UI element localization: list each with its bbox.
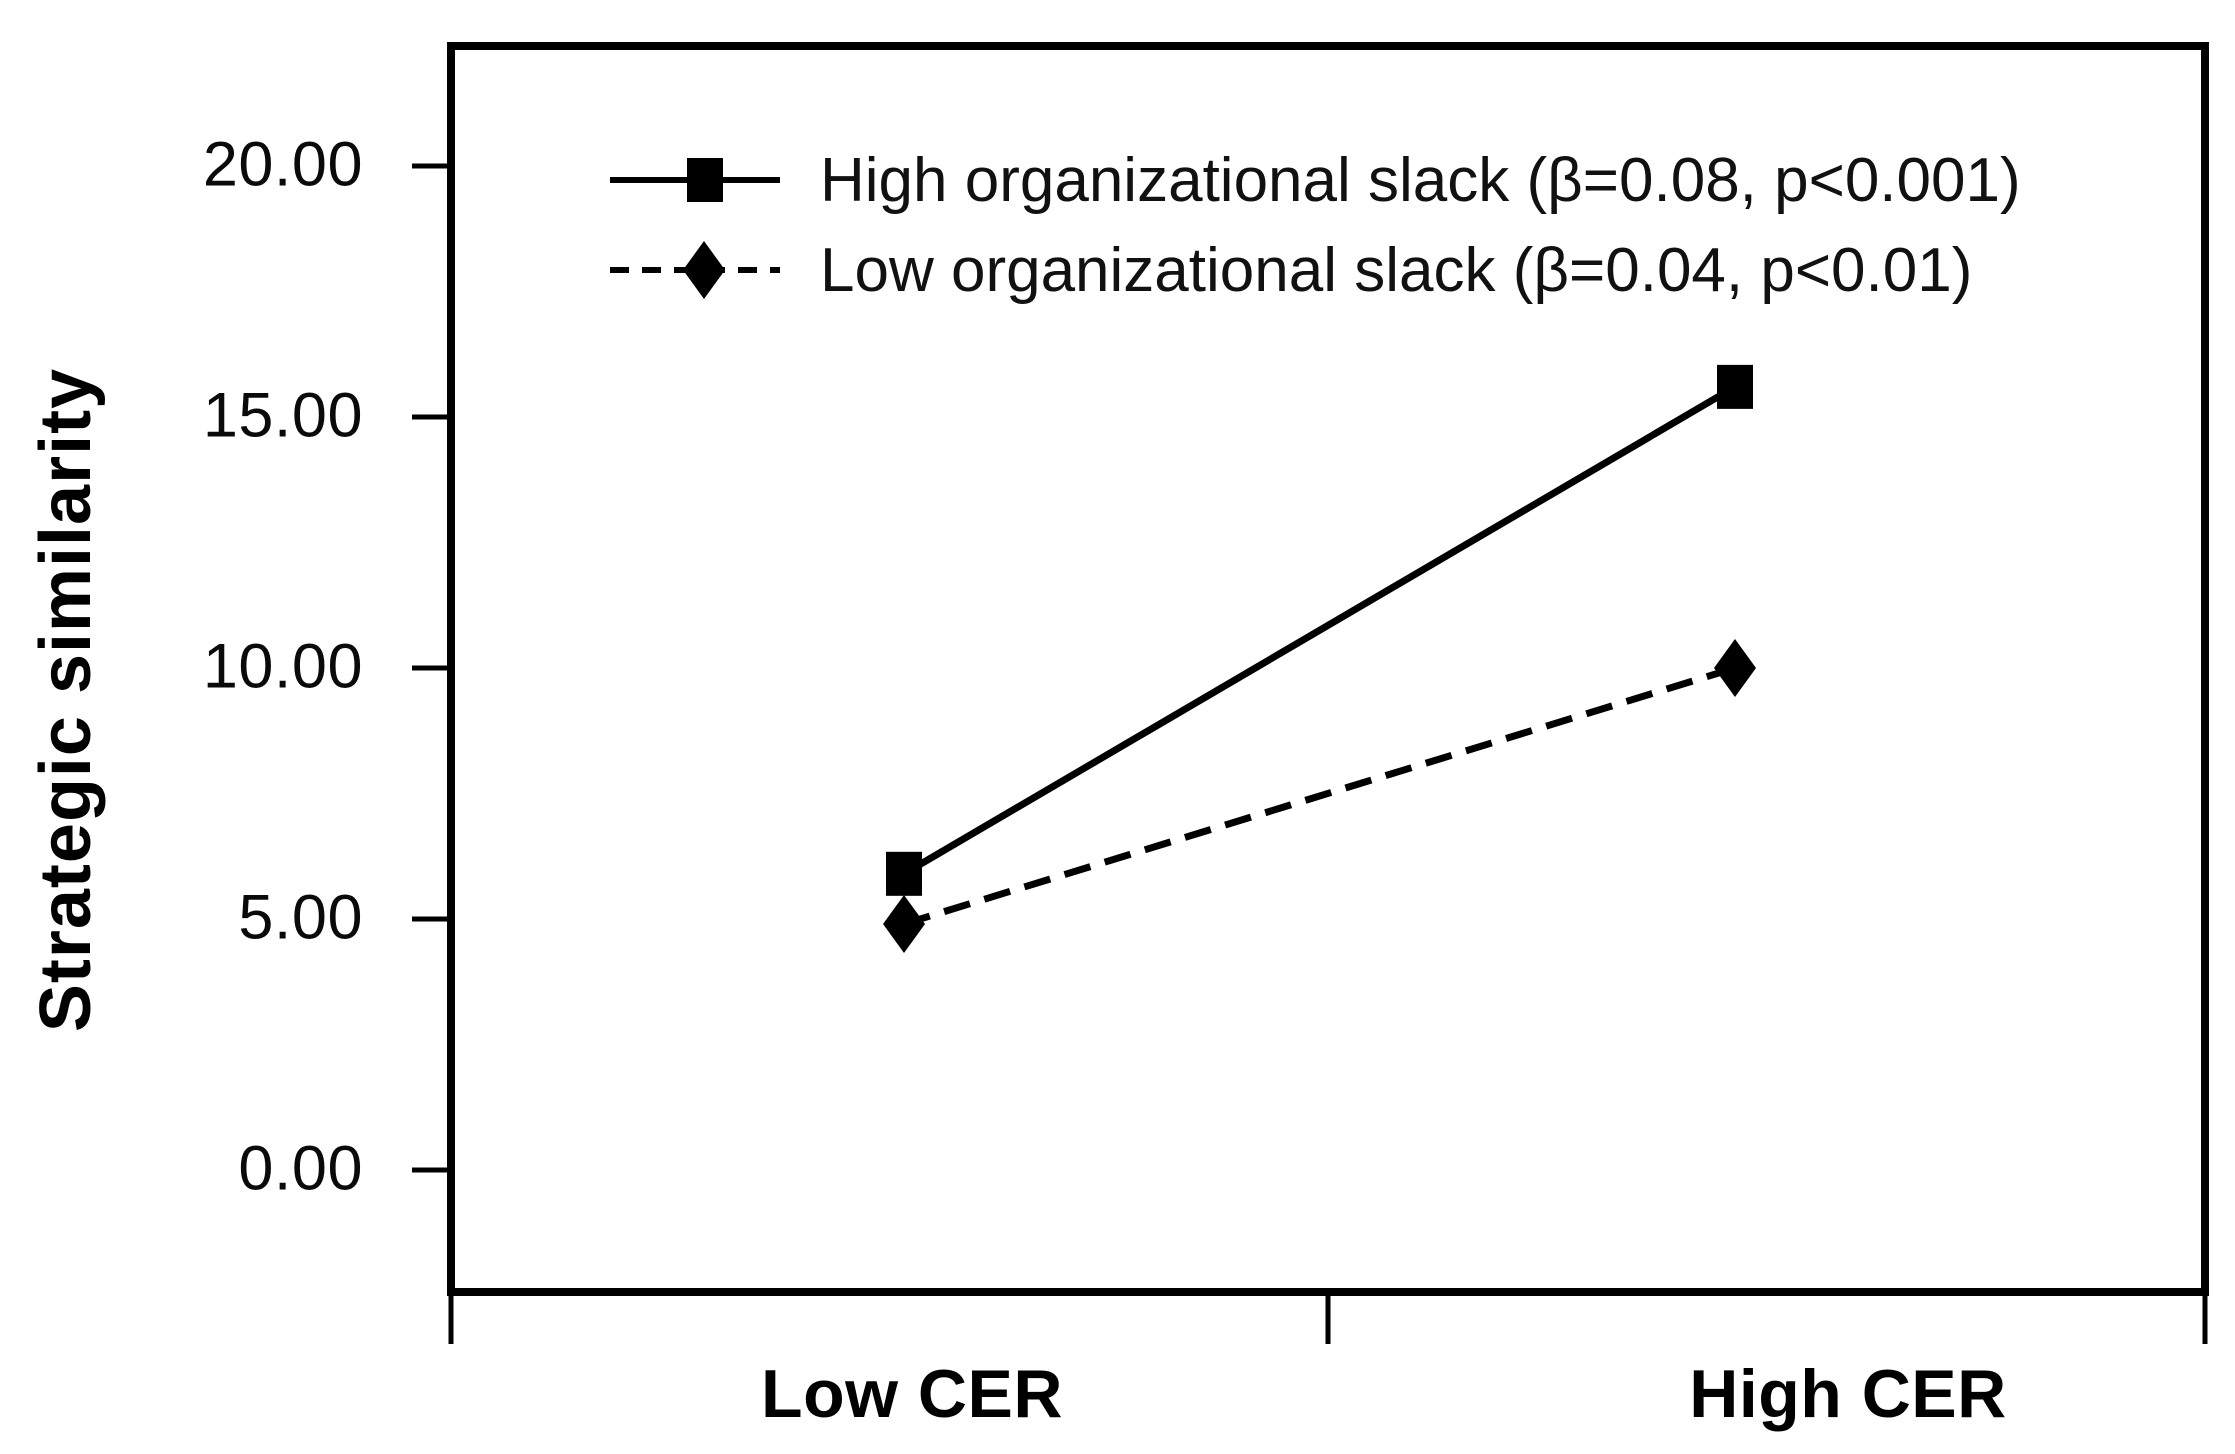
y-tick-label: 10.00 <box>202 631 363 702</box>
legend-item-high-slack: High organizational slack (β=0.08, p<0.0… <box>610 135 2021 225</box>
x-tick-label-low-cer: Low CER <box>761 1356 1063 1432</box>
data-point-diamond <box>883 895 925 954</box>
legend-label-low-slack: Low organizational slack (β=0.04, p<0.01… <box>820 235 1973 305</box>
legend-item-low-slack: Low organizational slack (β=0.04, p<0.01… <box>610 225 2021 315</box>
x-tick-label-high-cer: High CER <box>1689 1356 2007 1432</box>
dashed-line-diamond-marker-icon <box>610 241 780 299</box>
y-tick-label: 20.00 <box>202 129 363 200</box>
y-tick-label: 0.00 <box>238 1133 363 1204</box>
legend-label-high-slack: High organizational slack (β=0.08, p<0.0… <box>820 145 2021 215</box>
y-tick-label: 5.00 <box>238 882 363 953</box>
series-line-solid <box>902 383 1737 877</box>
series-line-dashed <box>902 664 1737 928</box>
data-point-square <box>1717 364 1753 409</box>
solid-line-square-marker-icon <box>610 158 780 202</box>
legend: High organizational slack (β=0.08, p<0.0… <box>610 135 2021 315</box>
data-point-diamond <box>1714 639 1756 697</box>
y-tick-label: 15.00 <box>202 380 363 451</box>
data-point-square <box>886 851 922 896</box>
